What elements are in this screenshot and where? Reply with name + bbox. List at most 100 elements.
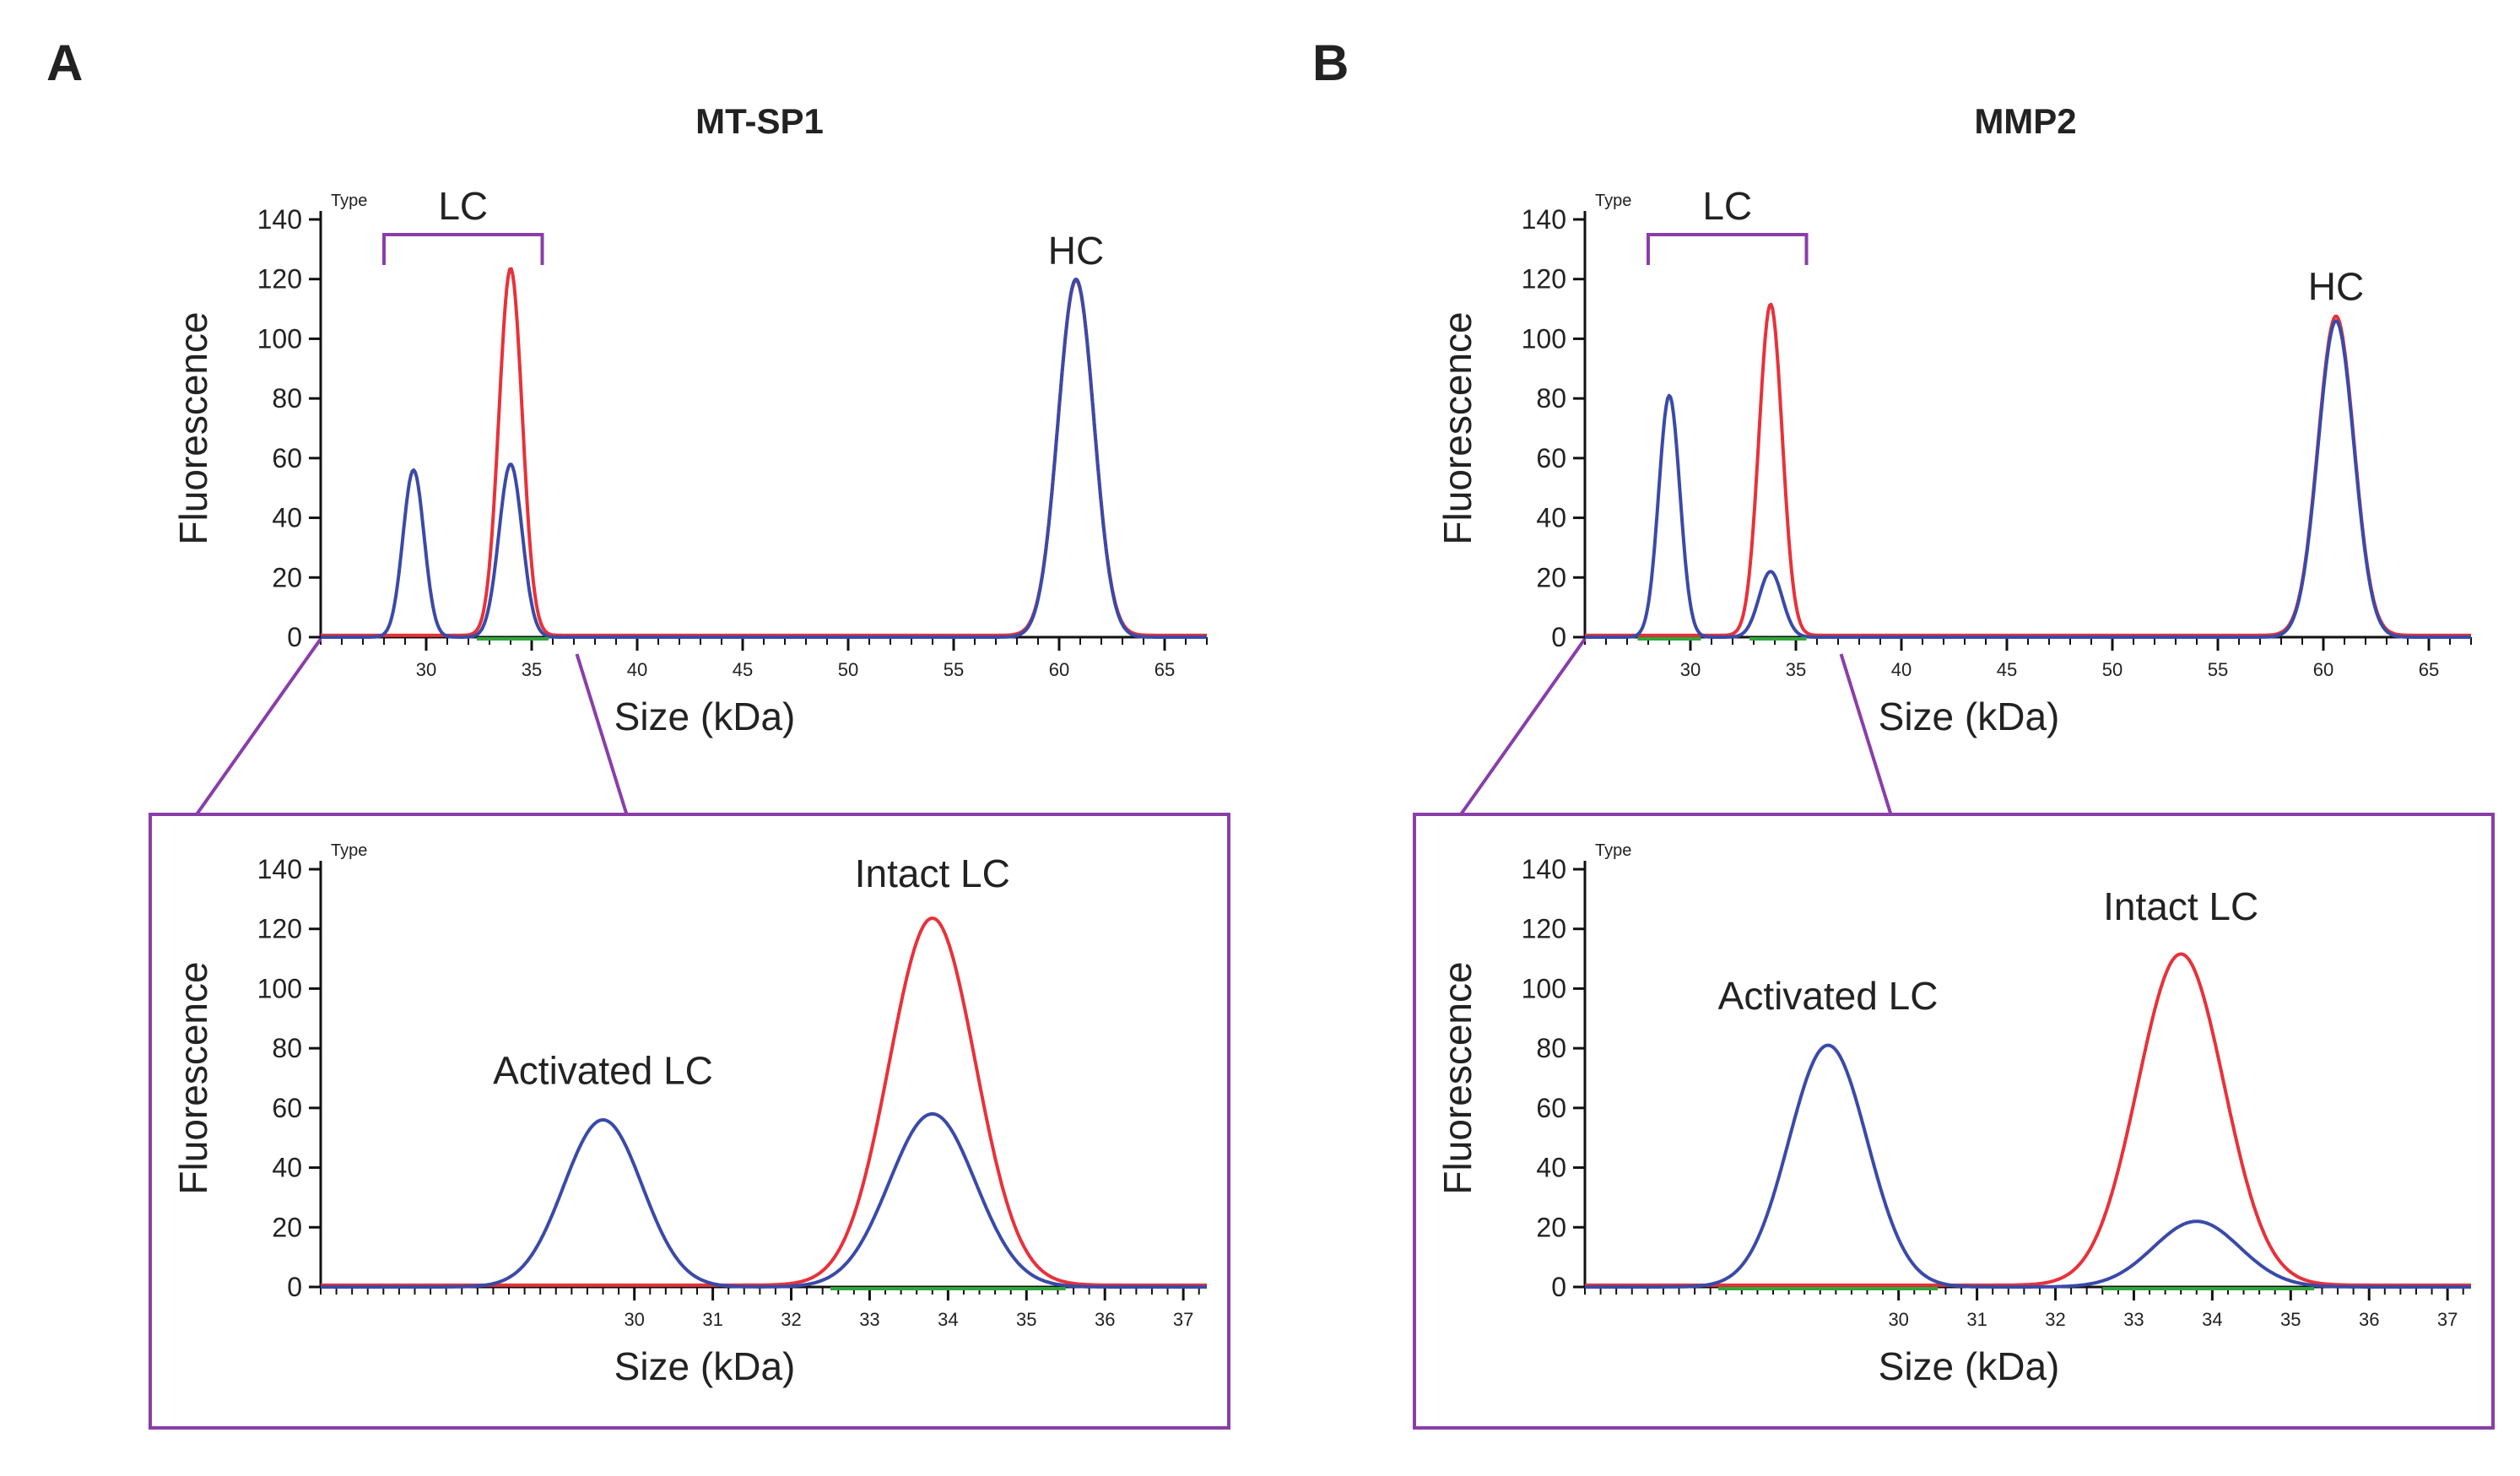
- x-axis-label: Size (kDa): [614, 1344, 796, 1388]
- x-axis-label: Size (kDa): [1879, 1344, 2060, 1388]
- y-tick-label: 140: [257, 204, 302, 235]
- x-tick-label: 50: [838, 659, 858, 680]
- x-tick-label: 30: [624, 1309, 644, 1330]
- y-tick-label: 60: [272, 443, 302, 473]
- y-tick-label: 80: [272, 383, 302, 414]
- x-tick-label: 30: [416, 659, 436, 680]
- y-tick-label: 120: [257, 264, 302, 295]
- panel-title: MMP2: [1974, 101, 2076, 141]
- y-tick-label: 120: [1522, 914, 1566, 944]
- peak-annotation: Activated LC: [493, 1049, 713, 1093]
- x-tick-label: 32: [2045, 1309, 2065, 1330]
- peak-annotation: HC: [2308, 264, 2364, 308]
- x-tick-label: 50: [2102, 659, 2123, 680]
- y-tick-label: 140: [257, 854, 302, 884]
- type-label: Type: [331, 192, 367, 210]
- y-tick-label: 20: [272, 562, 302, 592]
- panel-letter: A: [46, 35, 83, 91]
- series-line-cleaved: [1584, 319, 2472, 639]
- y-tick-label: 0: [1551, 1272, 1566, 1302]
- type-label: Type: [1595, 841, 1631, 860]
- x-tick-label: 55: [944, 659, 964, 680]
- x-axis-label: Size (kDa): [1879, 695, 2060, 738]
- x-tick-label: 34: [938, 1309, 958, 1330]
- x-tick-label: 31: [702, 1309, 722, 1330]
- panel-letter: B: [1312, 35, 1349, 91]
- y-tick-label: 40: [1536, 1153, 1566, 1183]
- chart-overview: 0 20 40 60 80 100 120 140 30 35 40 45 50 55 60 65 Type Si…: [1436, 184, 2472, 816]
- series-line-intact: [320, 916, 1208, 1287]
- zoom-connector-left: [1459, 637, 1587, 816]
- x-tick-label: 65: [1155, 659, 1175, 680]
- panel-b: B MMP2 0 20 40 60 80 100 120 140 30 35 40 45 50 55 60 65 T…: [1312, 35, 2495, 1430]
- y-tick-label: 80: [1536, 1033, 1566, 1063]
- y-axis-label: Fluorescence: [171, 961, 215, 1194]
- zoom-connector-right: [1839, 653, 1893, 815]
- x-tick-label: 36: [1095, 1309, 1115, 1330]
- x-tick-label: 31: [1966, 1309, 1987, 1330]
- type-label: Type: [1595, 192, 1631, 210]
- y-tick-label: 120: [1522, 264, 1566, 295]
- series-line-cleaved: [320, 1111, 1208, 1289]
- series-line-intact: [1584, 302, 2472, 637]
- chart-zoom: 0 20 40 60 80 100 120 140 30 31 32 33 34 35 36 37 Type Si…: [1436, 841, 2472, 1388]
- peak-annotation: Activated LC: [1718, 974, 1939, 1018]
- panel-a: A MT-SP1 0 20 40 60 80 100 120 140 30 35 40 45 50 55 60 6…: [46, 35, 1230, 1430]
- lc-bracket: [1647, 233, 1809, 265]
- x-tick-label: 34: [2202, 1309, 2222, 1330]
- peak-annotation: Intact LC: [2103, 884, 2258, 928]
- x-tick-label: 30: [1888, 1309, 1908, 1330]
- x-tick-label: 33: [2123, 1309, 2144, 1330]
- peak-annotation: Intact LC: [855, 852, 1010, 895]
- y-tick-label: 20: [1536, 562, 1566, 592]
- x-tick-label: 35: [1016, 1309, 1036, 1330]
- x-tick-label: 60: [2313, 659, 2333, 680]
- lc-bracket-label: LC: [438, 184, 488, 228]
- y-axis-label: Fluorescence: [1436, 311, 1479, 544]
- y-tick-label: 40: [272, 503, 302, 533]
- panel-title: MT-SP1: [695, 101, 824, 141]
- x-tick-label: 60: [1049, 659, 1069, 680]
- chart-zoom: 0 20 40 60 80 100 120 140 30 31 32 33 34 35 36 37 Type Si…: [171, 841, 1208, 1388]
- y-tick-label: 100: [1522, 973, 1566, 1003]
- y-tick-label: 140: [1522, 204, 1566, 235]
- x-tick-label: 55: [2208, 659, 2228, 680]
- y-axis-label: Fluorescence: [171, 311, 215, 544]
- x-tick-label: 65: [2419, 659, 2439, 680]
- y-tick-label: 80: [1536, 383, 1566, 414]
- y-tick-label: 40: [1536, 503, 1566, 533]
- x-axis-label: Size (kDa): [614, 695, 796, 738]
- series-line-cleaved: [1584, 1043, 2472, 1289]
- y-tick-label: 100: [1522, 323, 1566, 354]
- y-tick-label: 60: [1536, 1093, 1566, 1123]
- x-tick-label: 30: [1680, 659, 1701, 680]
- x-tick-label: 35: [2280, 1309, 2301, 1330]
- lc-bracket-label: LC: [1702, 184, 1752, 228]
- x-tick-label: 37: [1173, 1309, 1193, 1330]
- y-tick-label: 80: [272, 1033, 302, 1063]
- x-tick-label: 45: [1997, 659, 2017, 680]
- x-tick-label: 37: [2437, 1309, 2458, 1330]
- y-tick-label: 40: [272, 1153, 302, 1183]
- y-tick-label: 20: [1536, 1212, 1566, 1242]
- x-tick-label: 40: [1891, 659, 1912, 680]
- y-tick-label: 0: [287, 1272, 302, 1302]
- x-tick-label: 33: [859, 1309, 879, 1330]
- zoom-box: [149, 813, 1230, 1430]
- zoom-connector-left: [195, 637, 322, 816]
- x-tick-label: 35: [1786, 659, 1806, 680]
- x-tick-label: 45: [733, 659, 753, 680]
- y-tick-label: 0: [1551, 622, 1566, 652]
- chart-overview: 0 20 40 60 80 100 120 140 30 35 40 45 50 55 60 65 Type Si…: [171, 184, 1208, 816]
- x-tick-label: 40: [627, 659, 647, 680]
- x-tick-label: 36: [2359, 1309, 2379, 1330]
- zoom-box: [1413, 813, 2495, 1430]
- lc-bracket: [382, 233, 544, 265]
- series-line-cleaved: [320, 278, 1208, 639]
- y-tick-label: 20: [272, 1212, 302, 1242]
- y-tick-label: 0: [287, 622, 302, 652]
- type-label: Type: [331, 841, 367, 860]
- y-tick-label: 140: [1522, 854, 1566, 884]
- y-tick-label: 60: [272, 1093, 302, 1123]
